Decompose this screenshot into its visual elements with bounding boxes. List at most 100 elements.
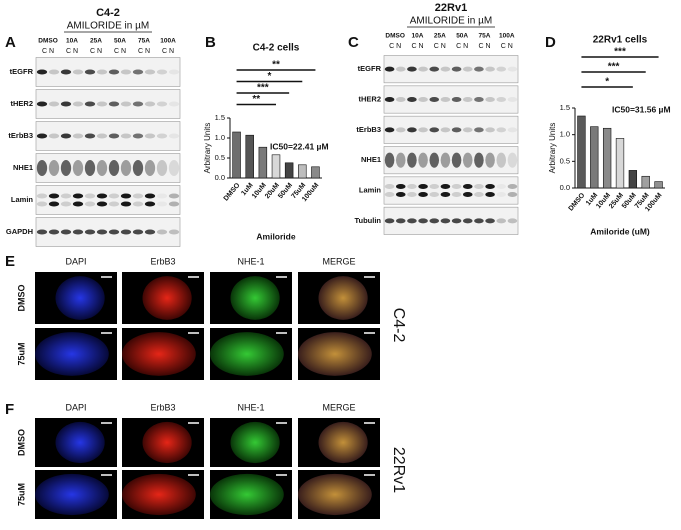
- blot-strip: [35, 57, 181, 87]
- blot-band: [96, 193, 108, 199]
- blot-band: [440, 184, 451, 189]
- blot-band: [440, 66, 451, 72]
- blot-band: [132, 101, 144, 107]
- lane-label: DMSO: [385, 33, 405, 40]
- blot-band: [48, 160, 60, 176]
- blot-band: [84, 133, 96, 139]
- blot-band: [72, 201, 84, 207]
- blot-band: [156, 229, 168, 235]
- column-label: ErbB3: [150, 402, 175, 412]
- blot-band: [132, 201, 144, 207]
- significance-label: *: [267, 71, 271, 82]
- blot-band: [474, 152, 484, 168]
- panel-letter: A: [5, 34, 16, 51]
- blot-band: [418, 218, 428, 224]
- lane-sub-label: N: [463, 43, 468, 50]
- blot-band: [168, 101, 180, 107]
- cell-cluster: [35, 332, 109, 376]
- cell-line-label: C4-2: [390, 308, 407, 343]
- blot-band: [507, 218, 518, 224]
- blot-band: [36, 160, 48, 176]
- blot-band: [120, 101, 132, 107]
- blot-band: [429, 152, 440, 168]
- cell-cluster: [121, 332, 196, 376]
- blot-band: [132, 229, 144, 235]
- blot-band: [462, 127, 473, 133]
- cell-cluster: [55, 421, 105, 464]
- lane-sub-label: N: [418, 43, 423, 50]
- blot-band: [72, 133, 84, 139]
- blot-band: [462, 192, 473, 197]
- x-tick-label: DMSO: [568, 192, 587, 213]
- blot-band: [156, 193, 168, 199]
- significance-label: ***: [614, 47, 626, 58]
- blot-band: [108, 229, 120, 235]
- bar: [271, 154, 281, 179]
- blot-band: [507, 192, 518, 197]
- blot-band: [474, 192, 484, 197]
- blot-band: [496, 218, 507, 224]
- blot-band: [168, 133, 180, 139]
- blot-band: [384, 184, 395, 189]
- blot-band: [429, 184, 440, 189]
- lane-label: 100A: [499, 33, 515, 40]
- row-label: tErbB3: [8, 131, 33, 140]
- cell-cluster: [230, 421, 280, 464]
- bar: [577, 115, 586, 189]
- lane-sub-label: C: [138, 48, 143, 55]
- blot-band: [384, 192, 395, 197]
- blot-band: [474, 97, 484, 102]
- bar: [590, 126, 599, 189]
- blot-band: [156, 69, 168, 75]
- blot-band: [429, 66, 440, 72]
- cell-cluster: [142, 421, 192, 464]
- lane-sub-label: C: [66, 48, 71, 55]
- blot-band: [144, 201, 156, 207]
- panel-letter: F: [5, 401, 14, 418]
- lane-sub-label: N: [169, 48, 174, 55]
- blot-band: [60, 193, 72, 199]
- blot-band: [429, 218, 440, 224]
- blot-strip: [35, 153, 181, 183]
- lane-label: 10A: [412, 33, 424, 40]
- blot-band: [48, 101, 60, 107]
- blot-band: [395, 152, 406, 168]
- blot-band: [72, 193, 84, 199]
- blot-band: [144, 101, 156, 107]
- x-axis-label: Amiloride: [256, 231, 295, 241]
- lane-sub-label: N: [121, 48, 126, 55]
- blot-band: [84, 201, 96, 207]
- blot-band: [462, 97, 473, 102]
- column-label: NHE-1: [237, 256, 264, 266]
- row-label: DMSO: [16, 285, 26, 312]
- bar: [284, 162, 294, 179]
- blot-band: [60, 201, 72, 207]
- blot-band: [156, 101, 168, 107]
- lane-sub-label: C: [434, 43, 439, 50]
- lane-sub-label: N: [441, 43, 446, 50]
- blot-band: [384, 152, 395, 168]
- blot-band: [507, 127, 518, 133]
- blot-band: [451, 66, 462, 72]
- blot-strip: [35, 185, 181, 215]
- blot-band: [108, 193, 120, 199]
- blot-band: [36, 229, 48, 235]
- blot-band: [395, 97, 406, 102]
- cell-cluster: [230, 276, 280, 320]
- blot-band: [429, 127, 440, 133]
- bar: [654, 181, 663, 189]
- blot-band: [120, 193, 132, 199]
- column-label: MERGE: [322, 402, 355, 412]
- blot-band: [72, 160, 84, 176]
- column-label: DAPI: [65, 402, 86, 412]
- lane-sub-label: N: [396, 43, 401, 50]
- significance-label: ***: [257, 83, 269, 94]
- cell-cluster: [35, 473, 109, 516]
- cell-cluster: [121, 473, 196, 516]
- row-label: tEGFR: [358, 64, 382, 73]
- lane-sub-label: N: [485, 43, 490, 50]
- blot-strip: [35, 121, 181, 151]
- blot-band: [108, 69, 120, 75]
- blot-band: [36, 193, 48, 199]
- x-axis-label: Amiloride (uM): [590, 226, 650, 236]
